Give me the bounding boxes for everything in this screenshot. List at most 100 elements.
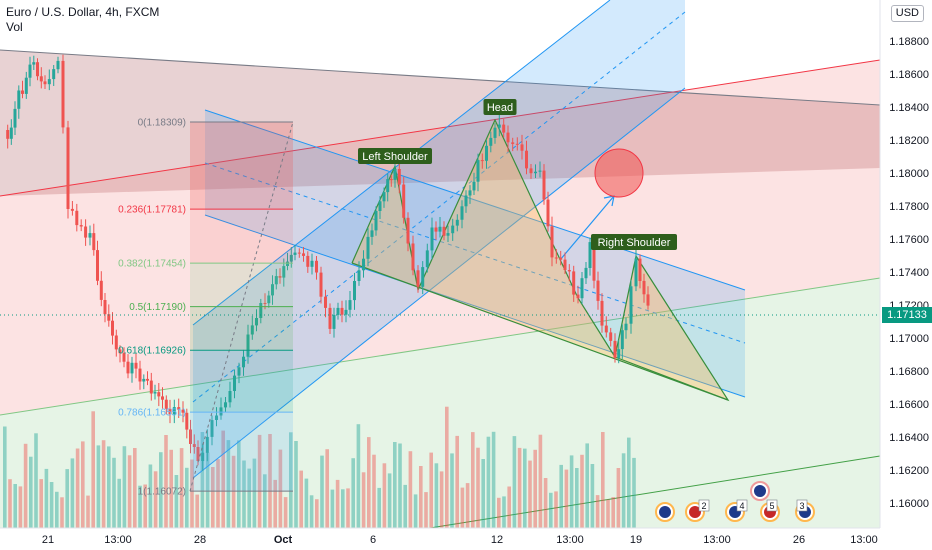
volume-bar [278,449,283,528]
volume-bar [18,486,23,528]
candle-body [520,144,524,151]
volume-bar [554,491,558,528]
candle-body [161,396,164,400]
volume-bar [361,472,366,528]
candle-body [617,349,621,358]
candle-body [192,444,196,447]
fib-level-label: 0.382(1.17454) [118,259,186,270]
volume-bar [575,468,579,528]
candle-body [263,303,267,304]
volume-bar [481,459,485,528]
candle-body [559,257,563,260]
candle-body [168,408,172,415]
volume-bar [439,471,444,528]
candle-body [242,356,245,368]
candle-body [592,242,596,281]
candle-body [497,124,501,128]
candle-body [472,181,476,191]
volume-bar [169,449,173,528]
candle-body [70,208,74,211]
volume-bar [148,464,153,528]
candle-body [107,314,111,321]
green-channel-zone [0,278,880,528]
candle-body [47,79,51,85]
candle-body [43,81,47,85]
volume-bar [112,457,116,528]
candle-body [489,137,493,146]
volume-bar [393,442,397,528]
candle-body [24,77,28,94]
volume-bar [387,473,392,528]
volume-bar [512,436,517,528]
candle-body [580,278,584,299]
event-icon [754,485,766,497]
candle-body [402,184,406,218]
fib-level-label: 0.5(1.17190) [129,302,186,313]
volume-bar [8,479,12,528]
candle-body [397,169,401,185]
volume-bar [413,494,418,528]
candle-body [84,226,88,238]
candle-body [114,335,118,350]
time-tick-label: 13:00 [703,534,731,546]
trend-line-green-lower [429,455,881,529]
volume-bar [164,435,168,528]
volume-bar [627,437,631,528]
candle-body [362,258,365,271]
trend-line-green-upper [0,277,881,416]
volume-bar [252,458,257,528]
candle-body [634,258,638,287]
candle-body [142,378,146,382]
volume-bar [502,496,506,528]
volume-bar [460,487,465,528]
candle-body [293,252,297,255]
volume-bar [434,463,439,528]
candle-body [297,252,301,254]
volume-bar [185,467,189,528]
candle-body [425,250,429,268]
volume-bar [543,478,548,528]
candle-body [315,260,318,273]
volume-bar [174,475,179,528]
candle-body [79,225,83,227]
volume-bar [408,451,413,528]
volume-bar [263,474,267,528]
volume-bar [330,489,335,528]
volume-bar [107,446,111,528]
volume-bar [49,482,54,528]
candle-body [620,330,624,350]
volume-bar [273,479,277,528]
volume-bar [497,497,501,528]
trend-line-upper [0,49,881,106]
candle-body [366,236,370,259]
volume-bar [471,432,475,528]
volume-bar [476,447,480,528]
candle-body [515,143,519,145]
candle-body [319,272,323,297]
candle-body [572,271,576,295]
target-circle [594,148,644,198]
candle-body [88,233,92,238]
volume-bar [590,464,595,528]
candle-body [638,258,642,281]
candle-body [460,206,464,220]
volume-bar [60,497,64,528]
pattern-label-box [483,99,517,115]
volume-bar [200,432,205,528]
candle-body [374,211,378,231]
currency-button[interactable]: USD [890,5,924,22]
descending-channel-top [204,109,746,291]
volume-bar [601,432,605,528]
candle-body [9,127,13,139]
volume-bar [367,437,371,528]
volume-bar [231,455,236,528]
volume-bar [632,457,636,528]
candle-body [134,362,138,369]
volume-bar [247,468,251,528]
price-tick-label: 1.18600 [889,69,929,81]
time-tick-label: 13:00 [850,534,878,546]
candle-body [386,179,390,193]
candle-body [324,296,327,308]
price-tick-label: 1.16200 [889,465,929,477]
